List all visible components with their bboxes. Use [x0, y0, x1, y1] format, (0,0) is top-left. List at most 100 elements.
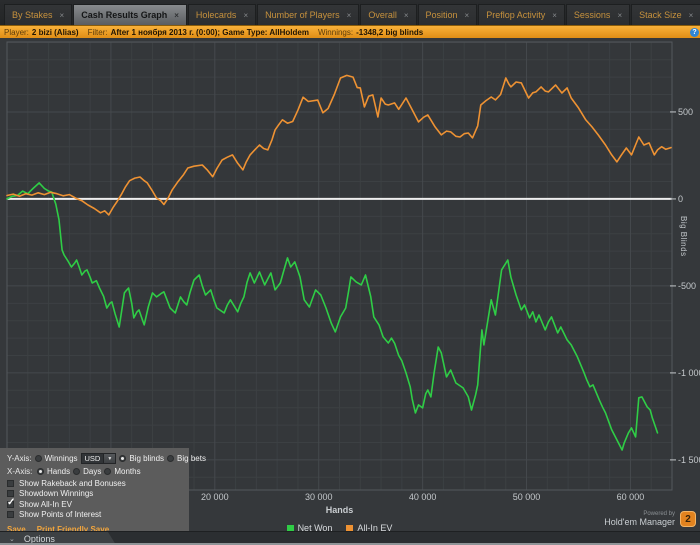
y-tick-label: -1 500	[678, 455, 700, 465]
tab-by-stakes[interactable]: By Stakes ×	[4, 4, 73, 25]
hm2-badge: 2	[680, 511, 696, 528]
currency-dropdown[interactable]: USD ▼	[80, 453, 117, 464]
tab-close-icon[interactable]: ×	[552, 10, 557, 20]
tab-close-icon[interactable]: ×	[346, 10, 352, 20]
series-all-in-ev	[6, 74, 672, 216]
chevron-down-icon: ⌄	[9, 535, 15, 543]
options-bar: ⌄ Options	[0, 531, 700, 545]
legend-swatch	[286, 524, 294, 532]
checkbox-group: Show Rakeback and Bonuses Showdown Winnin…	[7, 478, 189, 520]
dropdown-arrow-icon[interactable]: ▼	[104, 453, 117, 464]
tab-close-icon[interactable]: ×	[688, 10, 694, 20]
tab-label: Stack Size	[639, 10, 682, 20]
tab-label: Position	[425, 10, 458, 20]
checkbox-icon	[7, 479, 14, 487]
tab-label: Number of Players	[265, 10, 340, 20]
radio-icon	[73, 468, 81, 475]
x-tick-label: 40 000	[409, 492, 437, 502]
help-icon[interactable]: ?	[690, 28, 699, 37]
radio-icon	[34, 455, 42, 462]
radio-hands[interactable]: Hands	[37, 467, 70, 476]
options-label: Options	[23, 533, 55, 544]
legend-swatch	[346, 524, 354, 532]
tab-close-icon[interactable]: ×	[617, 10, 623, 20]
link-save[interactable]: Save	[7, 525, 26, 534]
radio-label: Big bets	[177, 454, 206, 463]
plot-border	[6, 41, 673, 491]
radio-winnings[interactable]: Winnings	[34, 454, 78, 463]
radio-big-bets[interactable]: Big bets	[167, 454, 206, 463]
tab-close-icon[interactable]: ×	[174, 10, 179, 20]
tab-close-icon[interactable]: ×	[59, 10, 65, 20]
tab-bar: By Stakes × Cash Results Graph × Holecards × N…	[0, 0, 700, 25]
powered-by-text: Powered by	[643, 511, 675, 517]
tab-sessions[interactable]: Sessions ×	[565, 4, 631, 25]
tab-label: Preflop Activity	[486, 10, 546, 20]
checkbox-label: Show Points of Interest	[19, 510, 102, 520]
radio-days[interactable]: Days	[73, 467, 101, 476]
legend-item-net-won: Net Won	[286, 523, 333, 533]
tab-label: Overall	[368, 10, 397, 20]
radio-icon	[119, 455, 127, 462]
filter-value: After 1 ноября 2013 г. (0:00); Game Type…	[110, 27, 309, 37]
y-axis-title: Big Blinds	[679, 216, 688, 257]
radio-label: Winnings	[44, 454, 78, 463]
filter-label: Filter:	[87, 27, 108, 37]
save-links: Save Print Friendly Save	[7, 525, 189, 534]
tab-label: Sessions	[573, 10, 611, 20]
checkbox-label: Showdown Winnings	[19, 489, 94, 499]
tab-label: Cash Results Graph	[81, 10, 168, 20]
tab-close-icon[interactable]: ×	[403, 10, 409, 20]
axis-row-label: Y-Axis:	[7, 454, 32, 463]
tab-close-icon[interactable]: ×	[464, 10, 470, 20]
window-edge	[0, 543, 700, 545]
checkbox-label: Show All-In EV	[19, 499, 72, 509]
checkbox-show-all-in-ev[interactable]: ✓ Show All-In EV	[7, 497, 189, 510]
legend-label: All-In EV	[357, 523, 393, 533]
currency-value: USD	[80, 453, 105, 464]
x-tick-label: 20 000	[201, 492, 229, 502]
options-toggle[interactable]: ⌄ Options	[0, 532, 116, 545]
tab-overall[interactable]: Overall ×	[360, 4, 417, 25]
tab-number-of-players[interactable]: Number of Players ×	[257, 4, 360, 25]
winnings-value: -1348,2 big blinds	[356, 27, 424, 37]
tab-label: By Stakes	[12, 10, 53, 20]
radio-months[interactable]: Months	[104, 467, 141, 476]
radio-label: Big blinds	[129, 454, 165, 463]
checkbox-icon: ✓	[7, 497, 15, 508]
checkbox-icon	[7, 490, 14, 498]
winnings-label: Winnings:	[317, 27, 354, 37]
y-axis-row: Y-Axis: Winnings USD ▼ Big blinds Big bets	[7, 452, 206, 465]
radio-big-blinds[interactable]: Big blinds	[119, 454, 164, 463]
tab-position[interactable]: Position ×	[417, 4, 478, 25]
tab-holecards[interactable]: Holecards ×	[187, 4, 257, 25]
info-bar: Player: 2 bizi (Alias) Filter: After 1 н…	[0, 25, 700, 38]
checkbox-show-rakeback-and-bonuses[interactable]: Show Rakeback and Bonuses	[7, 478, 189, 489]
radio-icon	[37, 468, 44, 475]
checkbox-label: Show Rakeback and Bonuses	[19, 478, 126, 488]
tab-cash-results-graph[interactable]: Cash Results Graph ×	[73, 4, 187, 25]
legend-label: Net Won	[297, 523, 333, 533]
player-value: 2 bizi (Alias)	[31, 27, 79, 37]
options-panel: Y-Axis: Winnings USD ▼ Big blinds Big bets X-…	[0, 448, 206, 534]
chart-legend: Net Won All-In EV	[0, 523, 679, 533]
axis-row-label: X-Axis:	[7, 467, 33, 476]
player-label: Player:	[4, 27, 29, 37]
y-tick-label: -1 000	[678, 368, 700, 378]
tab-stack-size[interactable]: Stack Size ×	[631, 4, 700, 25]
radio-label: Days	[83, 467, 102, 476]
x-tick-label: 60 000	[617, 492, 645, 502]
check-mark-icon: ✓	[7, 496, 16, 508]
y-tick-label: -500	[678, 281, 696, 291]
radio-label: Months	[114, 467, 141, 476]
legend-item-all-in-ev: All-In EV	[346, 523, 392, 533]
link-print-friendly-save[interactable]: Print Friendly Save	[36, 525, 110, 534]
checkbox-showdown-winnings[interactable]: Showdown Winnings	[7, 489, 189, 500]
x-tick-label: 50 000	[513, 492, 541, 502]
checkbox-show-points-of-interest[interactable]: Show Points of Interest	[7, 510, 189, 521]
minor-grid	[7, 41, 672, 490]
tab-preflop-activity[interactable]: Preflop Activity ×	[478, 4, 565, 25]
tab-close-icon[interactable]: ×	[243, 10, 249, 20]
